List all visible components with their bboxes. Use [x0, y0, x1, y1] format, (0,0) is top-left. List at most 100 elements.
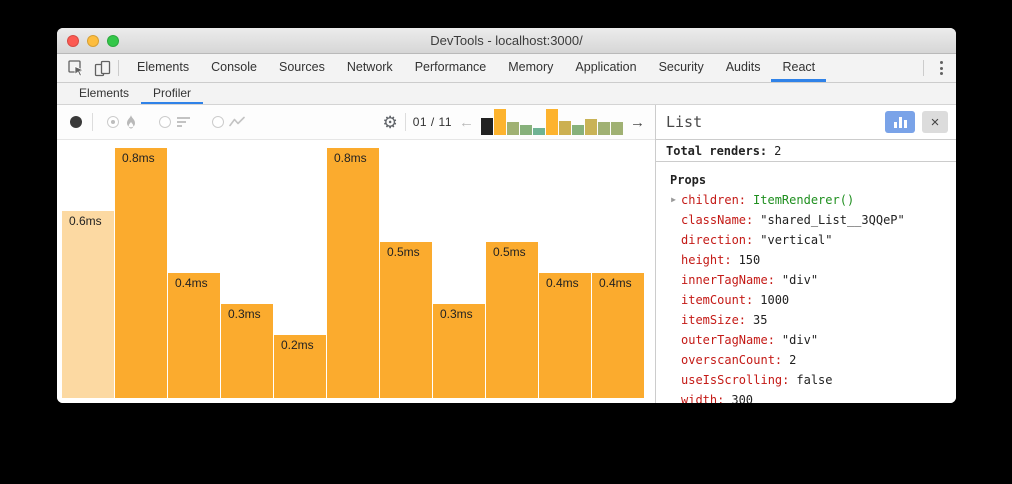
- commit-selector-bar-9[interactable]: [585, 119, 597, 135]
- prop-row-height: height: 150: [666, 250, 946, 270]
- prop-key: outerTagName:: [681, 333, 775, 347]
- minimize-window-button[interactable]: [87, 34, 99, 47]
- prop-value: ItemRenderer(): [753, 193, 855, 207]
- device-toolbar-icon[interactable]: [89, 54, 115, 82]
- commit-selector-bar-3[interactable]: [507, 122, 519, 135]
- selected-component-name: List: [666, 113, 703, 131]
- devtools-menu-icon[interactable]: [927, 54, 956, 82]
- radio-icon: [212, 116, 224, 128]
- tab-console[interactable]: Console: [211, 59, 257, 74]
- commit-selector-bar-7[interactable]: [559, 121, 571, 135]
- tab-memory[interactable]: Memory: [508, 59, 554, 74]
- commit-bar-4[interactable]: 0.3ms: [221, 304, 273, 398]
- tab-elements[interactable]: Elements: [137, 59, 190, 74]
- commit-selector-bar-2[interactable]: [494, 109, 506, 135]
- tabrow-spacer: [826, 54, 920, 82]
- prop-key: innerTagName:: [681, 273, 775, 287]
- prop-row-children: ▶ children: ItemRenderer(): [666, 190, 946, 210]
- commit-bar-2[interactable]: 0.8ms: [115, 148, 167, 398]
- commit-selector-bar-10[interactable]: [598, 122, 610, 135]
- prop-key: itemCount:: [681, 293, 754, 307]
- tab-network[interactable]: Network: [346, 59, 393, 74]
- commit-bar-1-selected[interactable]: 0.6ms: [62, 211, 114, 398]
- ranked-view-radio[interactable]: [159, 115, 191, 129]
- tab-audits[interactable]: Audits: [725, 59, 761, 74]
- commit-selector-chart: [481, 109, 623, 135]
- prop-row-itemCount: itemCount: 1000: [666, 290, 946, 310]
- record-button[interactable]: [70, 116, 82, 128]
- view-render-chart-button[interactable]: [885, 111, 915, 133]
- flamegraph-view-radio[interactable]: [107, 114, 138, 130]
- component-details-panel: List × Total renders: 2 Props ▶ children:…: [655, 105, 956, 403]
- radio-icon: [159, 116, 171, 128]
- prop-expander-icon[interactable]: ▶: [671, 195, 676, 204]
- commit-selector-bar-4[interactable]: [520, 125, 532, 135]
- tab-performance[interactable]: Performance: [414, 59, 487, 74]
- commit-bar-10[interactable]: 0.4ms: [539, 273, 591, 398]
- line-chart-icon: [229, 116, 245, 127]
- tab-sources[interactable]: Sources: [278, 59, 325, 74]
- total-renders-row: Total renders: 2: [656, 140, 956, 162]
- commit-bar-3[interactable]: 0.4ms: [168, 273, 220, 398]
- close-window-button[interactable]: [67, 34, 79, 47]
- prop-key: itemSize:: [681, 313, 747, 327]
- react-subtab-bar: Elements Profiler: [57, 83, 956, 105]
- prop-value: 35: [753, 313, 768, 327]
- close-details-button[interactable]: ×: [922, 111, 948, 133]
- bar-duration-label: 0.4ms: [546, 276, 579, 290]
- interactions-view-radio[interactable]: [212, 115, 245, 129]
- prop-row-innerTagName: innerTagName: "div": [666, 270, 946, 290]
- subtab-profiler[interactable]: Profiler: [141, 83, 204, 104]
- props-heading: Props: [670, 173, 707, 187]
- commit-selector-bar-1-selected[interactable]: [481, 118, 493, 135]
- commit-selector-bar-8[interactable]: [572, 125, 584, 135]
- main-tab-list: Elements Console Sources Network Performance…: [126, 54, 827, 82]
- titlebar: DevTools - localhost:3000/: [57, 28, 956, 54]
- commit-bar-11[interactable]: 0.4ms: [592, 273, 644, 398]
- next-commit-arrow-icon[interactable]: →: [630, 113, 645, 131]
- zoom-window-button[interactable]: [107, 34, 119, 47]
- props-section: Props ▶ children: ItemRenderer() className:…: [656, 162, 956, 403]
- prop-key: direction:: [681, 233, 754, 247]
- prop-row-useIsScrolling: useIsScrolling: false: [666, 370, 946, 390]
- prop-row-outerTagName: outerTagName: "div": [666, 330, 946, 350]
- traffic-lights: [67, 34, 119, 47]
- prop-key: width:: [681, 393, 725, 403]
- commit-bar-8[interactable]: 0.3ms: [433, 304, 485, 398]
- flame-icon: [127, 114, 135, 129]
- commit-bar-5[interactable]: 0.2ms: [274, 335, 326, 398]
- prop-value: false: [796, 373, 833, 387]
- commit-bar-7[interactable]: 0.5ms: [380, 242, 432, 398]
- profiler-toolbar: ⚙ 01 / 11 ← →: [57, 105, 655, 140]
- inspect-element-icon[interactable]: [63, 54, 89, 82]
- prop-key: overscanCount:: [681, 353, 783, 367]
- bar-duration-label: 0.4ms: [175, 276, 208, 290]
- commit-bar-6[interactable]: 0.8ms: [327, 148, 379, 398]
- prop-value: "div": [781, 333, 819, 347]
- commit-bar-9[interactable]: 0.5ms: [486, 242, 538, 398]
- prop-key: height:: [681, 253, 732, 267]
- bar-duration-label: 0.2ms: [281, 338, 314, 352]
- previous-commit-arrow-icon[interactable]: ←: [459, 113, 474, 131]
- commit-position-label: 01 / 11: [412, 115, 452, 129]
- total-renders-label: Total renders:: [666, 143, 768, 158]
- prop-value: "shared_List__3QQeP": [760, 213, 905, 227]
- commit-selector-bar-11[interactable]: [611, 122, 623, 135]
- commit-selector-bar-6[interactable]: [546, 109, 558, 135]
- prop-value: 300: [731, 393, 754, 403]
- close-icon: ×: [930, 113, 940, 131]
- tab-security[interactable]: Security: [658, 59, 704, 74]
- ranked-bars-icon: [177, 117, 190, 127]
- tab-react[interactable]: React: [771, 54, 827, 82]
- bar-duration-label: 0.5ms: [387, 245, 420, 259]
- commit-selector-bar-5[interactable]: [533, 128, 545, 135]
- divider: [118, 60, 119, 76]
- bar-chart-icon: [893, 122, 897, 128]
- props-list: ▶ children: ItemRenderer() className: "share…: [666, 190, 946, 403]
- tab-application[interactable]: Application: [575, 59, 637, 74]
- content-area: ⚙ 01 / 11 ← → 0.6ms 0.8ms 0.4ms 0.3ms 0.2ms 0…: [57, 105, 956, 403]
- subtab-elements[interactable]: Elements: [79, 85, 130, 100]
- settings-gear-icon[interactable]: ⚙: [382, 112, 398, 132]
- prop-value: "div": [781, 273, 819, 287]
- prop-row-width: width: 300: [666, 390, 946, 403]
